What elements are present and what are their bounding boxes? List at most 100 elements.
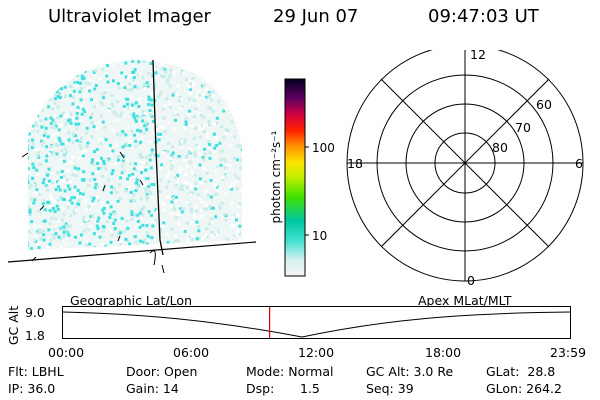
- image-pixel: [94, 69, 98, 73]
- image-pixel: [144, 121, 148, 124]
- image-pixel: [243, 196, 246, 199]
- image-pixel: [207, 119, 211, 123]
- image-pixel: [196, 66, 200, 70]
- image-pixel: [122, 154, 126, 158]
- image-pixel: [101, 92, 105, 96]
- image-pixel: [78, 191, 82, 195]
- image-pixel: [169, 204, 173, 208]
- image-pixel: [90, 98, 93, 102]
- image-pixel: [188, 202, 192, 206]
- image-pixel: [28, 167, 30, 171]
- image-pixel: [174, 216, 178, 220]
- image-pixel: [241, 99, 242, 103]
- image-pixel: [99, 250, 102, 253]
- image-pixel: [154, 71, 158, 75]
- image-pixel: [35, 70, 39, 74]
- image-pixel: [34, 98, 38, 102]
- image-pixel: [107, 178, 111, 182]
- image-pixel: [130, 217, 134, 221]
- image-pixel: [137, 253, 140, 256]
- image-pixel: [227, 244, 231, 248]
- image-pixel: [238, 74, 242, 78]
- image-pixel: [38, 237, 42, 241]
- image-pixel: [161, 107, 165, 111]
- image-pixel: [216, 189, 219, 193]
- image-pixel: [143, 238, 147, 242]
- image-pixel: [60, 142, 64, 146]
- image-pixel: [232, 135, 236, 139]
- image-pixel: [58, 139, 62, 143]
- image-pixel: [68, 198, 72, 202]
- image-pixel: [145, 242, 149, 246]
- image-pixel: [93, 74, 97, 78]
- image-pixel: [57, 136, 61, 140]
- image-pixel: [145, 224, 149, 228]
- image-pixel: [125, 174, 129, 178]
- image-pixel: [178, 170, 182, 174]
- image-pixel: [30, 121, 34, 125]
- image-pixel: [73, 211, 77, 215]
- image-pixel: [151, 224, 155, 228]
- image-pixel: [215, 121, 219, 125]
- image-pixel: [201, 253, 204, 256]
- image-pixel: [80, 173, 84, 177]
- image-pixel: [166, 149, 170, 153]
- image-pixel: [83, 60, 87, 63]
- timeline-ytick-9: 9.0: [25, 305, 45, 320]
- image-pixel: [132, 167, 136, 171]
- image-pixel: [194, 205, 198, 209]
- image-pixel: [91, 158, 94, 162]
- image-pixel: [62, 159, 66, 163]
- image-pixel: [109, 212, 113, 216]
- image-pixel: [145, 193, 149, 197]
- image-pixel: [244, 161, 247, 164]
- image-pixel: [183, 159, 187, 163]
- image-pixel: [49, 116, 53, 120]
- image-pixel: [144, 187, 148, 191]
- image-pixel: [122, 161, 126, 165]
- image-pixel: [195, 126, 198, 130]
- image-pixel: [244, 64, 247, 67]
- image-pixel: [127, 139, 131, 143]
- image-pixel: [133, 85, 137, 88]
- image-pixel: [47, 167, 51, 171]
- image-pixel: [41, 202, 45, 206]
- image-pixel: [205, 88, 209, 91]
- image-pixel: [176, 239, 180, 243]
- image-pixel: [141, 119, 145, 123]
- image-pixel: [191, 71, 195, 74]
- image-pixel: [241, 157, 242, 161]
- image-pixel: [53, 60, 56, 64]
- image-pixel: [62, 230, 66, 234]
- image-pixel: [237, 213, 241, 217]
- image-pixel: [130, 88, 133, 92]
- image-pixel: [74, 208, 78, 212]
- image-pixel: [222, 135, 226, 139]
- image-pixel: [46, 188, 50, 192]
- image-pixel: [183, 229, 187, 233]
- status-glon: GLon: 264.2: [486, 381, 562, 396]
- image-pixel: [60, 170, 64, 173]
- image-pixel: [28, 139, 30, 143]
- image-pixel: [64, 222, 68, 226]
- image-pixel: [133, 133, 136, 137]
- image-pixel: [167, 180, 171, 184]
- image-pixel: [231, 100, 235, 104]
- image-pixel: [98, 64, 102, 67]
- image-pixel: [202, 116, 206, 120]
- image-pixel: [74, 122, 78, 126]
- image-pixel: [173, 69, 177, 73]
- image-pixel: [155, 119, 159, 123]
- image-pixel: [202, 158, 206, 162]
- image-pixel: [171, 145, 174, 149]
- image-pixel: [102, 96, 105, 100]
- image-pixel: [193, 154, 197, 158]
- image-pixel: [66, 205, 70, 209]
- image-pixel: [170, 227, 174, 231]
- image-pixel: [199, 180, 203, 184]
- image-pixel: [203, 124, 206, 128]
- image-pixel: [242, 204, 245, 207]
- image-pixel: [153, 105, 157, 109]
- image-pixel: [80, 136, 84, 140]
- image-pixel: [190, 238, 194, 242]
